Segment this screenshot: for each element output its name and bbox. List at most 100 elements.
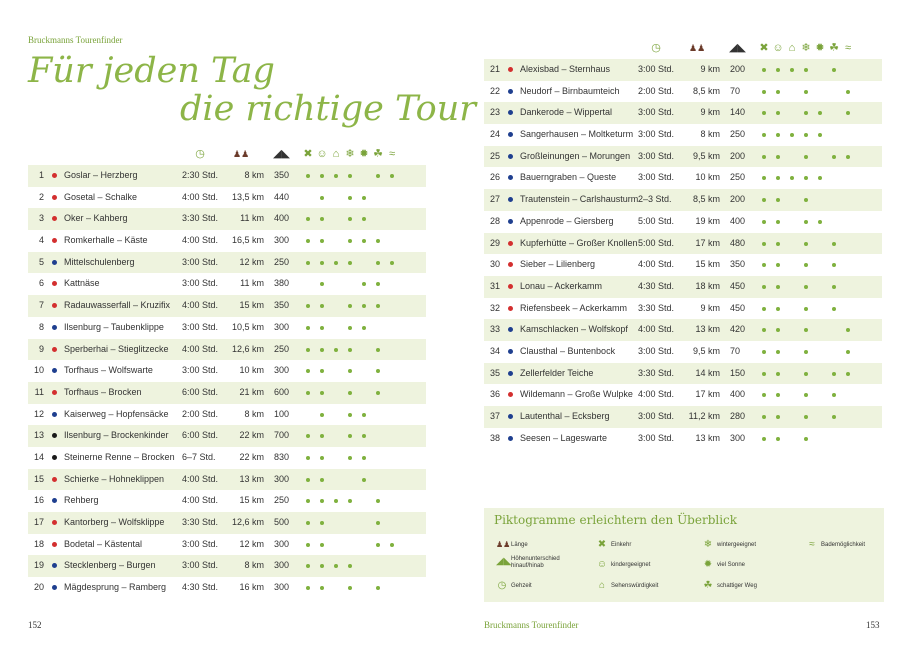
difficulty-dot [52, 194, 57, 200]
tour-time: 4:00 Std. [182, 235, 219, 246]
tour-time: 3:00 Std. [638, 150, 675, 161]
tour-time: 6:00 Std. [182, 430, 219, 441]
feature-dot [776, 89, 780, 94]
tour-time: 3:00 Std. [182, 278, 219, 289]
tour-elevation: 400 [730, 389, 746, 400]
tour-name: Dankerode – Wippertal [520, 107, 613, 118]
table-row: 10 Torfhaus – Wolfswarte 3:00 Std. 10 km 300 [28, 360, 426, 382]
difficulty-dot [52, 368, 57, 374]
feature-dot [348, 260, 352, 265]
tour-time: 3:30 Std. [182, 517, 219, 527]
feature-dot [348, 455, 352, 460]
feature-dot [362, 195, 366, 200]
snowflake-icon: ❄ [703, 539, 713, 550]
feature-dot [306, 174, 310, 178]
smiley-icon: ☺ [316, 148, 328, 160]
tour-time: 4:30 Std. [638, 280, 675, 291]
footer-right-page-number: 153 [866, 620, 880, 630]
mountain-icon: ◢◣ [729, 42, 746, 54]
difficulty-dot [52, 216, 57, 222]
feature-dot [762, 328, 766, 333]
tour-length: 18 km [695, 280, 720, 291]
tour-number: 6 [38, 278, 44, 289]
feature-dot [376, 369, 380, 374]
tour-time: 6:00 Std. [182, 386, 219, 397]
table-row: 22 Neudorf – Birnbaumteich 2:00 Std. 8,5 km… [484, 81, 882, 103]
cutlery-icon: ✖ [303, 148, 313, 160]
cutlery-icon: ✖ [759, 42, 769, 54]
tour-length: 9,5 km [692, 345, 720, 356]
table-row: 29 Kupferhütte – Großer Knollen 5:00 Std. 1… [484, 232, 882, 255]
feature-dot [762, 176, 766, 181]
tour-number: 2 [38, 191, 44, 202]
tour-elevation: 200 [730, 150, 746, 161]
table-body-left: 1 Goslar – Herzberg 2:30 Std. 8 km 350 2 Goset… [28, 165, 426, 599]
tour-name: Bauerngraben – Queste [520, 172, 617, 183]
difficulty-dot [508, 67, 513, 72]
table-row: 38 Seesen – Lageswarte 3:00 Std. 13 km 300 [484, 428, 882, 450]
tour-name: Bodetal – Kästental [64, 538, 143, 549]
feature-dot [762, 133, 766, 138]
difficulty-dot [52, 585, 57, 591]
legend-label: Sehenswürdigkeit [611, 583, 659, 589]
feature-dot [334, 564, 338, 569]
table-row: 19 Stecklenberg – Burgen 3:00 Std. 8 km 300 [28, 555, 426, 578]
feature-dot [846, 154, 850, 159]
tour-number: 15 [33, 473, 44, 484]
hikers-icon: ♟♟ [689, 43, 706, 53]
difficulty-dot [52, 303, 57, 309]
tour-elevation: 420 [730, 324, 746, 335]
difficulty-dot [508, 283, 513, 289]
difficulty-dot [52, 346, 57, 352]
difficulty-dot [52, 563, 57, 569]
difficulty-dot [52, 173, 57, 178]
tour-elevation: 200 [730, 64, 746, 74]
tour-elevation: 400 [274, 213, 290, 224]
feature-dot [804, 349, 808, 354]
tour-length: 8 km [244, 408, 264, 419]
tour-number: 22 [489, 85, 500, 96]
feature-dot [306, 239, 310, 244]
table-row: 17 Kantorberg – Wolfsklippe 3:30 Std. 12,6 … [28, 512, 426, 534]
feature-dot [376, 239, 380, 244]
tour-elevation: 350 [274, 300, 290, 311]
feature-dot [832, 154, 836, 159]
feature-dot [348, 239, 352, 244]
tour-number: 8 [38, 321, 44, 332]
legend-label: Länge [511, 542, 528, 548]
feature-dot [376, 282, 380, 287]
tour-name: Riefensbeek – Ackerkamm [520, 302, 628, 313]
shade-tree-icon: ☘ [373, 148, 383, 160]
feature-dot [818, 133, 822, 138]
tour-number: 5 [38, 256, 44, 267]
feature-dot [762, 393, 766, 398]
bathing-icon: ≈ [388, 148, 396, 160]
tour-time: 2:00 Std. [182, 408, 219, 419]
table-row: 14 Steinerne Renne – Brocken 6–7 Std. 22 km… [28, 447, 426, 469]
tour-time: 2:30 Std. [182, 170, 219, 180]
tour-name: Seesen – Lageswarte [520, 432, 608, 443]
table-row: 16 Rehberg 4:00 Std. 15 km 250 [28, 490, 426, 512]
tour-name: Torfhaus – Wolfswarte [64, 365, 153, 376]
table-row: 15 Schierke – Hohneklippen 4:00 Std. 13 km 3… [28, 468, 426, 491]
tour-name: Appenrode – Giersberg [520, 215, 614, 226]
feature-dot [818, 219, 822, 224]
tour-name: Kamschlacken – Wolfskopf [520, 324, 628, 335]
tour-name: Kattnäse [64, 278, 100, 289]
legend-label: Höhenunterschied hinauf/hinab [511, 556, 560, 569]
tour-time: 3:00 Std. [638, 432, 675, 443]
tour-name: Clausthal – Buntenbock [520, 345, 616, 356]
feature-dot [362, 304, 366, 309]
feature-dot [832, 284, 836, 289]
feature-dot [804, 284, 808, 289]
tour-length: 9 km [700, 64, 720, 74]
difficulty-dot [52, 324, 57, 330]
landmark-icon: ⌂ [788, 42, 796, 54]
feature-dot [362, 239, 366, 244]
feature-dot [776, 111, 780, 116]
feature-dot [320, 477, 324, 482]
table-row: 9 Sperberhai – Stieglitzecke 4:00 Std. 12,6… [28, 338, 426, 361]
table-row: 25 Großleinungen – Morungen 3:00 Std. 9,5 k… [484, 145, 882, 168]
table-row: 11 Torfhaus – Brocken 6:00 Std. 21 km 600 [28, 381, 426, 404]
feature-dot [376, 390, 380, 395]
